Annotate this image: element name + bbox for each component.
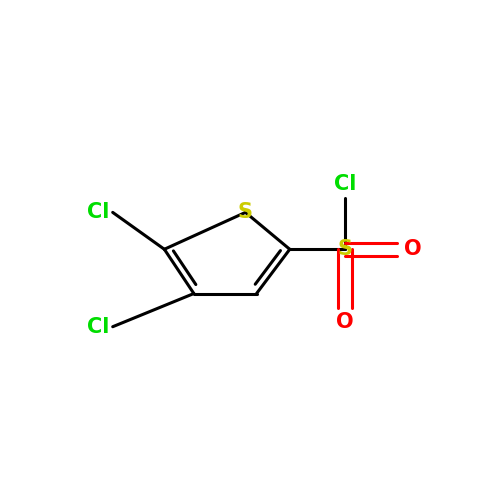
Text: Cl: Cl xyxy=(87,203,109,222)
Text: O: O xyxy=(404,240,422,259)
Text: O: O xyxy=(336,312,354,332)
Text: S: S xyxy=(338,240,353,259)
Text: S: S xyxy=(238,203,253,222)
Text: Cl: Cl xyxy=(87,317,109,337)
Text: Cl: Cl xyxy=(334,174,356,194)
